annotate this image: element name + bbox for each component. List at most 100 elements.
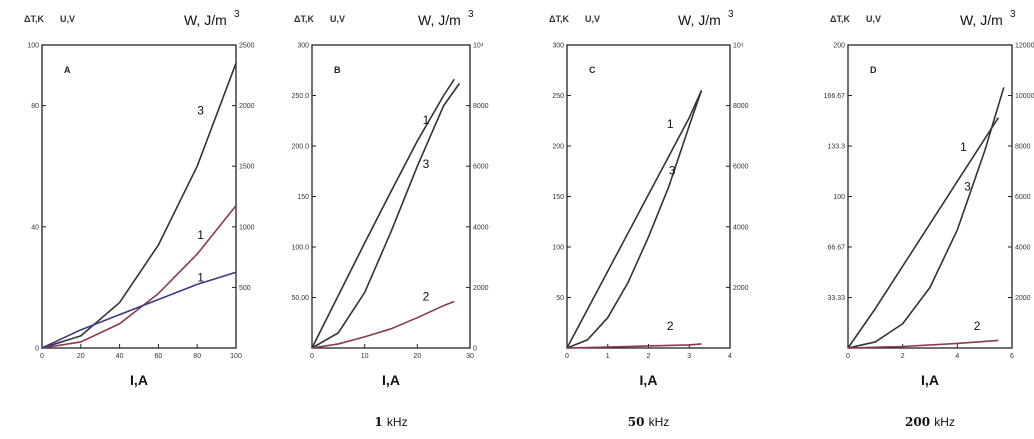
panel-4-xtick-label: 0 bbox=[846, 353, 850, 360]
panel-2-ytick-right-label: 6000 bbox=[473, 164, 489, 171]
panel-2-ytick-left-label: 150 bbox=[297, 194, 309, 201]
panel-3-frequency: 50 kHz bbox=[628, 415, 670, 429]
panel-2-header-right: W, J/m bbox=[418, 12, 461, 28]
panel-1-ytick-left-label: 100 bbox=[27, 43, 39, 50]
panel-1-letter: A bbox=[64, 65, 71, 75]
panel-3-xtick-label: 2 bbox=[647, 353, 651, 360]
panel-4-xlabel: I,A bbox=[921, 372, 939, 388]
panel-1-xlabel: I,A bbox=[130, 372, 148, 388]
panel-3-ytick-left-label: 300 bbox=[552, 43, 564, 50]
panel-4-frequency-value: 200 bbox=[905, 415, 934, 429]
panel-1-header-right: W, J/m bbox=[184, 12, 227, 28]
panel-3-letter: C bbox=[589, 65, 596, 75]
panel-3-series-2-line bbox=[566, 90, 703, 349]
panel-2: ΔT,K U,V W, J/m 3B0 10 20 3050.00100.0150200.0… bbox=[291, 9, 488, 429]
panel-3-xtick-label: 3 bbox=[687, 353, 691, 360]
panel-1-ytick-left-label: 80 bbox=[31, 103, 39, 110]
panel-1-ytick-right-label: 2500 bbox=[239, 43, 255, 50]
panel-1-ytick-right-label: 2000 bbox=[239, 103, 255, 110]
panel-4-ytick-right-label: 4000 bbox=[1015, 245, 1031, 252]
panel-2-series-1-line bbox=[311, 78, 455, 349]
panel-4-series-1-line bbox=[847, 117, 1000, 349]
panel-2-xtick-label: 30 bbox=[466, 353, 474, 360]
panel-2-series-1-label: 1 bbox=[423, 113, 430, 127]
panel-4-series-3-line bbox=[847, 339, 999, 349]
panel-1-series-3-line bbox=[41, 271, 237, 349]
panel-1-series-1-line bbox=[41, 62, 237, 349]
panel-3-ytick-left-label: 250 bbox=[552, 93, 564, 100]
panel-1-ytick-right-label: 500 bbox=[239, 285, 251, 292]
panel-3-series-1-label: 1 bbox=[667, 117, 674, 131]
panel-3-xtick-label: 0 bbox=[565, 353, 569, 360]
panel-4-ytick-right-label: 12000 bbox=[1015, 43, 1034, 50]
panel-4-xtick-label: 4 bbox=[955, 353, 959, 360]
panel-3-frequency-unit: kHz bbox=[649, 415, 670, 429]
panel-1-series-2-line bbox=[41, 205, 237, 349]
panel-3-frequency-value: 50 bbox=[628, 415, 649, 429]
panel-4-frequency: 200 kHz bbox=[905, 415, 955, 429]
panel-1-xtick-label: 60 bbox=[155, 353, 163, 360]
panel-2-series-3-line bbox=[311, 300, 455, 349]
panel-3-header-right: W, J/m bbox=[678, 12, 721, 28]
panel-1-series-1-label: 3 bbox=[197, 104, 204, 118]
panel-2-ytick-right-label: 2000 bbox=[473, 285, 489, 292]
panel-3-ytick-left-label: 100 bbox=[552, 245, 564, 252]
panel-3-series-2-label: 3 bbox=[669, 163, 676, 177]
panel-1-xtick-label: 40 bbox=[116, 353, 124, 360]
panel-1-ytick-left-label: 0 bbox=[35, 346, 39, 353]
panel-1-xtick-label: 100 bbox=[230, 353, 242, 360]
panel-3-header-left: ΔT,K bbox=[549, 14, 569, 24]
panel-2-ytick-right-label: 0 bbox=[473, 346, 477, 353]
panel-3-ytick-right-label: 4000 bbox=[733, 224, 749, 231]
panel-1-xtick-label: 0 bbox=[40, 353, 44, 360]
panel-4-xtick-label: 6 bbox=[1010, 353, 1014, 360]
panel-3-ytick-left-label: 150 bbox=[552, 194, 564, 201]
panel-4-series-2-line bbox=[847, 87, 1005, 349]
panel-2-series-2-label: 3 bbox=[423, 157, 430, 171]
panel-3-series-1-line bbox=[566, 90, 703, 349]
panel-3: ΔT,K U,V W, J/m 3C0 1 2 3 450100150200250300200… bbox=[549, 9, 749, 429]
panel-1-xtick-label: 20 bbox=[77, 353, 85, 360]
panel-1-series-3-label: 1 bbox=[197, 270, 204, 284]
panel-4-header-mid: U,V bbox=[866, 14, 881, 24]
panel-4-header-right-exp: 3 bbox=[1010, 9, 1016, 20]
panel-2-ytick-right-label: 10⁴ bbox=[473, 43, 484, 50]
panel-2-header-mid: U,V bbox=[330, 14, 345, 24]
panel-4-ytick-right-label: 6000 bbox=[1015, 194, 1031, 201]
panel-4-ytick-left-label: 66.67 bbox=[827, 244, 845, 251]
panel-4-ytick-right-label: 8000 bbox=[1015, 144, 1031, 151]
panel-2-ytick-left-label: 300 bbox=[297, 43, 309, 50]
panel-4-letter: D bbox=[870, 65, 877, 75]
panel-2-letter: B bbox=[334, 65, 341, 75]
panel-1-series-2-label: 1 bbox=[197, 228, 204, 242]
panel-3-xtick-label: 4 bbox=[728, 353, 732, 360]
panel-4-ytick-left-label: 100 bbox=[833, 194, 845, 201]
panel-4-ytick-left-label: 33.33 bbox=[827, 295, 845, 302]
panel-3-ytick-left-label: 50 bbox=[556, 295, 564, 302]
panel-3-series-3-line bbox=[566, 343, 702, 349]
panel-2-ytick-left-label: 200.0 bbox=[291, 144, 309, 151]
panel-3-ytick-right-label: 6000 bbox=[733, 164, 749, 171]
panel-2-ytick-right-label: 4000 bbox=[473, 224, 489, 231]
panel-4-ytick-left-label: 200 bbox=[833, 43, 845, 50]
panel-3-ytick-left-label: 200 bbox=[552, 144, 564, 151]
panel-1-header-left: ΔT,K bbox=[24, 14, 44, 24]
panel-4-header-left: ΔT,K bbox=[830, 14, 850, 24]
panel-4-xtick-label: 2 bbox=[901, 353, 905, 360]
panel-4-series-3-label: 2 bbox=[974, 319, 981, 333]
panel-3-ytick-right-label: 2000 bbox=[733, 285, 749, 292]
panel-2-header-left: ΔT,K bbox=[294, 14, 314, 24]
panel-3-xtick-label: 1 bbox=[606, 353, 610, 360]
panel-2-xlabel: I,A bbox=[382, 372, 400, 388]
panel-1-ytick-left-label: 40 bbox=[31, 224, 39, 231]
panel-2-xtick-label: 20 bbox=[413, 353, 421, 360]
panel-1-frame bbox=[41, 44, 237, 349]
panel-4-ytick-left-label: 133.3 bbox=[827, 144, 845, 151]
panel-2-ytick-left-label: 250.0 bbox=[291, 93, 309, 100]
panel-2-ytick-left-label: 50.00 bbox=[291, 295, 309, 302]
panel-1-xtick-label: 80 bbox=[193, 353, 201, 360]
panel-2-frequency-unit: kHz bbox=[387, 415, 408, 429]
panel-3-xlabel: I,A bbox=[640, 372, 658, 388]
panel-4-header-right: W, J/m bbox=[960, 12, 1003, 28]
